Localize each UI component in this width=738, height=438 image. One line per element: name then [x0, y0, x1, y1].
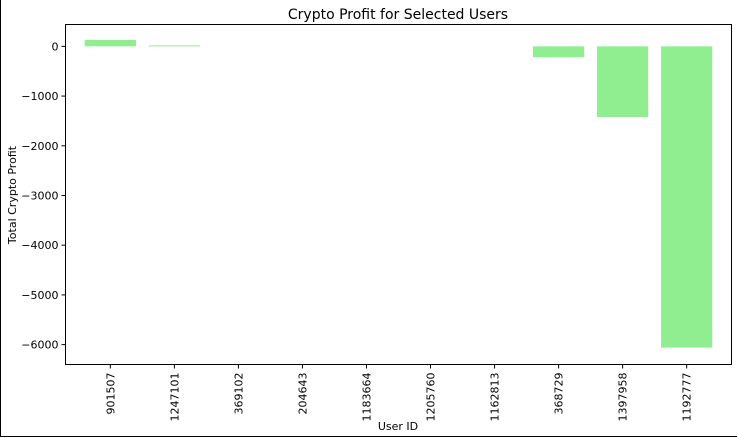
bar-1247101: [148, 45, 200, 47]
x-tick-label: 1183664: [360, 373, 373, 422]
y-tick-label: −5000: [21, 289, 58, 302]
bar-368729: [532, 46, 585, 58]
y-tick-label: −4000: [21, 239, 58, 252]
x-tick-label: 901507: [104, 373, 117, 415]
x-axis-title: User ID: [378, 420, 418, 433]
y-axis-ticks: 0 −1000 −2000 −3000 −4000 −5000 −6000: [21, 40, 66, 352]
bar-901507: [84, 39, 136, 47]
x-tick-label: 1205760: [425, 373, 438, 422]
x-tick-label: 1162813: [489, 373, 502, 422]
y-tick-label: −3000: [21, 189, 58, 202]
bar-1397958: [597, 46, 649, 117]
x-tick-label: 368729: [553, 373, 566, 415]
bars-layer: [84, 39, 713, 348]
x-tick-label: 1397958: [617, 373, 630, 422]
plot-area-frame: [65, 24, 732, 365]
x-tick-label: 1192777: [681, 373, 694, 422]
y-tick-label: 0: [52, 40, 59, 53]
x-tick-label: 369102: [232, 373, 245, 415]
x-axis-ticks: 901507 1247101 369102 204643 1183664 1205760 1…: [104, 364, 694, 422]
y-tick-label: −1000: [21, 90, 58, 103]
y-tick-label: −2000: [21, 140, 58, 153]
x-tick-label: 204643: [296, 373, 309, 415]
bar-1192777: [661, 46, 713, 348]
y-tick-label: −6000: [21, 339, 58, 352]
y-axis-title: Total Crypto Profit: [6, 145, 19, 245]
x-tick-label: 1247101: [168, 373, 181, 422]
chart-title: Crypto Profit for Selected Users: [288, 7, 508, 23]
